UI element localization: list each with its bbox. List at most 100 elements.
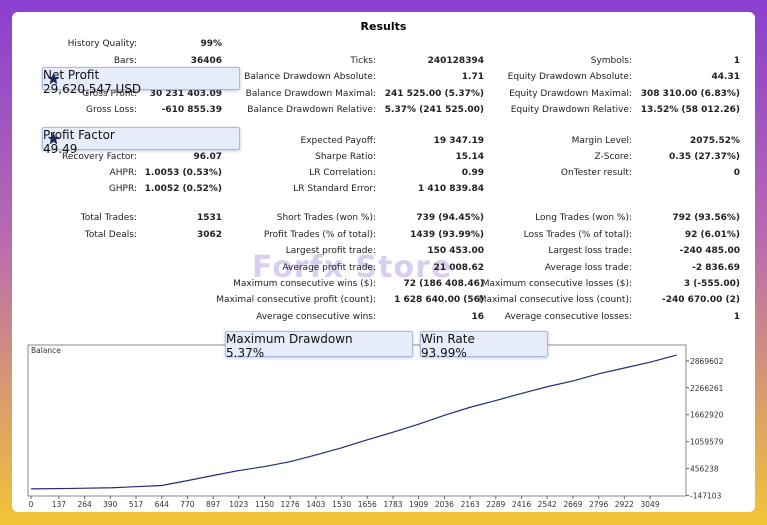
stat-label: Average profit trade:	[282, 263, 376, 273]
x-tick-label: 897	[206, 500, 221, 509]
stat-value: 1439 (93.99%)	[410, 230, 484, 240]
star-icon	[47, 132, 60, 145]
x-tick-label: 390	[103, 500, 118, 509]
stat-label: Total Deals:	[84, 230, 137, 240]
stat-label: LR Standard Error:	[293, 184, 376, 194]
stat-label: Ticks:	[350, 56, 376, 66]
stat-value: 72 (186 408.46)	[403, 279, 484, 289]
stat-label: Largest loss trade:	[548, 246, 632, 256]
x-tick-label: 1023	[229, 500, 248, 509]
stat-label: Symbols:	[590, 56, 632, 66]
stat-value: 0.99	[461, 168, 484, 178]
stat-label: Sharpe Ratio:	[315, 152, 376, 162]
stat-label: Equity Drawdown Absolute:	[507, 72, 632, 82]
stat-label: OnTester result:	[560, 168, 632, 178]
balance-chart: -147103 456238 1059579 1662920 2266261 286960…	[27, 344, 724, 509]
stat-value: 241 525.00 (5.37%)	[384, 89, 484, 99]
highlight-label: Profit Factor	[43, 128, 115, 142]
stat-label: Total Trades:	[80, 213, 137, 223]
x-tick-label: 2289	[486, 500, 505, 509]
y-tick-label: -147103	[690, 491, 722, 500]
stat-value: 96.07	[193, 152, 222, 162]
x-tick-label: 1656	[358, 500, 377, 509]
x-tick-label: 1276	[281, 500, 300, 509]
x-tick-label: 2542	[538, 500, 557, 509]
stat-label: Gross Profit:	[82, 89, 137, 99]
x-tick-label: 1530	[332, 500, 351, 509]
stat-value: 1.71	[461, 72, 484, 82]
stat-value: 3 (-555.00)	[683, 279, 740, 289]
stat-label: AHPR:	[109, 168, 137, 178]
stat-label: Bars:	[113, 56, 137, 66]
stat-value: 15.14	[455, 152, 484, 162]
stat-value: 2075.52%	[689, 136, 740, 146]
x-tick-label: 517	[129, 500, 144, 509]
stat-label: Average consecutive losses:	[504, 312, 632, 322]
stat-label: Balance Drawdown Maximal:	[245, 89, 376, 99]
x-tick-label: 770	[180, 500, 195, 509]
stat-label: GHPR:	[108, 184, 137, 194]
highlight-badge: Profit Factor 49.49	[42, 127, 240, 156]
stat-value: 5.37% (241 525.00)	[384, 105, 484, 115]
highlight-badge: Maximum Drawdown 5.37%	[225, 331, 413, 360]
stat-label: Balance Drawdown Relative:	[247, 105, 376, 115]
stat-value: 99%	[200, 39, 222, 49]
stat-label: Equity Drawdown Maximal:	[509, 89, 632, 99]
balance-line	[31, 354, 677, 490]
stat-label: Average consecutive wins:	[256, 312, 376, 322]
y-tick-label: 456238	[690, 465, 719, 474]
highlight-value: 93.99%	[421, 346, 467, 360]
stat-label: Loss Trades (% of total):	[523, 230, 632, 240]
x-tick-label: 2922	[615, 500, 634, 509]
stat-label: Maximal consecutive profit (count):	[216, 295, 376, 305]
stat-value: 0.35 (27.37%)	[668, 152, 740, 162]
stat-label: Maximal consecutive loss (count):	[478, 295, 632, 305]
report-title: Results	[360, 20, 407, 33]
stat-label: Long Trades (won %):	[535, 213, 632, 223]
stat-value: 19 347.19	[433, 136, 484, 146]
stat-value: 30 231 403.09	[149, 89, 222, 99]
stat-value: 1 628 640.00 (56)	[394, 295, 484, 305]
stat-label: Z-Score:	[594, 152, 633, 162]
stat-value: 1	[733, 56, 740, 66]
x-tick-label: 137	[52, 500, 67, 509]
stat-label: Profit Trades (% of total):	[263, 230, 376, 240]
stat-value: 1.0053 (0.53%)	[144, 168, 222, 178]
highlight-badge: Net Profit 29,620,547 USD	[42, 67, 240, 96]
y-tick-label: 1059579	[690, 438, 724, 447]
stat-label: Maximum consecutive losses ($):	[481, 279, 632, 289]
stat-value: 0	[733, 168, 740, 178]
stat-label: LR Correlation:	[309, 168, 376, 178]
stat-value: 3062	[196, 230, 222, 240]
stat-value: 792 (93.56%)	[672, 213, 740, 223]
highlight-label: Win Rate	[421, 332, 475, 346]
stat-value: 1 410 839.84	[417, 184, 484, 194]
stat-label: Largest profit trade:	[285, 246, 376, 256]
x-tick-label: 2669	[563, 500, 582, 509]
x-tick-label: 2796	[589, 500, 608, 509]
x-tick-label: 0	[29, 500, 34, 509]
stat-value: 44.31	[711, 72, 740, 82]
stat-label: Balance Drawdown Absolute:	[244, 72, 376, 82]
stat-value: 240128394	[427, 56, 484, 66]
stat-value: -2 836.69	[692, 263, 740, 273]
highlight-label: Net Profit	[43, 68, 100, 82]
watermark: Forfx Store	[252, 250, 453, 285]
stat-value: 308 310.00 (6.83%)	[640, 89, 740, 99]
stat-value: 1.0052 (0.52%)	[144, 184, 222, 194]
x-tick-label: 1403	[306, 500, 325, 509]
x-tick-label: 2036	[435, 500, 454, 509]
stat-value: -240 485.00	[679, 246, 740, 256]
stat-label: Margin Level:	[571, 136, 632, 146]
stat-value: 21 008.62	[433, 263, 484, 273]
stat-label: Expected Payoff:	[300, 136, 376, 146]
stat-value: 150 453.00	[427, 246, 484, 256]
x-tick-label: 1909	[409, 500, 428, 509]
stat-label: Maximum consecutive wins ($):	[233, 279, 376, 289]
y-tick-label: 2266261	[690, 384, 724, 393]
stat-value: 92 (6.01%)	[684, 230, 740, 240]
highlight-value: 49.49	[43, 142, 78, 156]
x-tick-label: 2416	[512, 500, 531, 509]
highlight-value: 5.37%	[226, 346, 265, 360]
